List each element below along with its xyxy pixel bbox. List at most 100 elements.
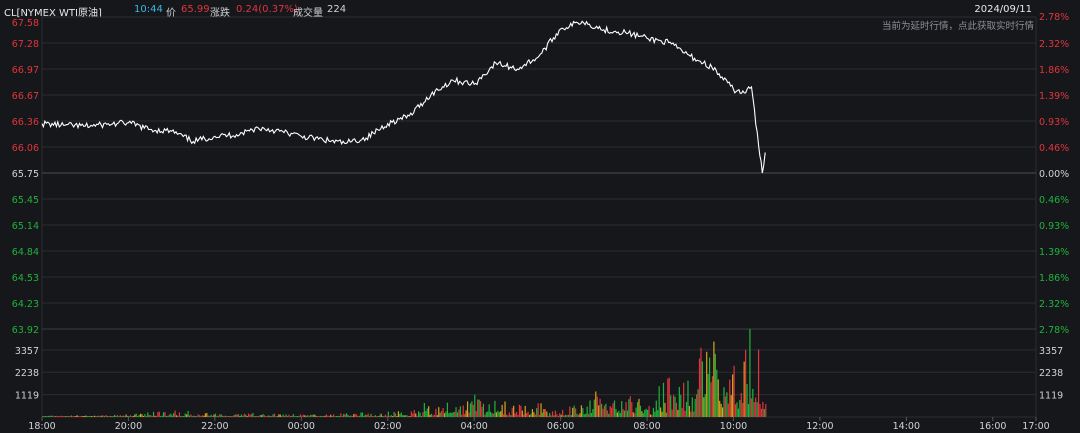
price-tick-label: 63.92 [12,325,39,336]
volume-bar [255,416,257,417]
volume-bar [317,416,319,417]
volume-bar [65,416,67,417]
volume-bar [760,408,763,417]
volume-bar [536,408,538,417]
volume-bar [413,410,415,417]
volume-bar [213,414,215,417]
volume-bar [654,411,656,417]
volume-bar [618,410,620,417]
volume-bar [600,403,603,417]
volume-bar [200,416,202,417]
volume-bar [325,414,327,417]
volume-bar [753,402,755,417]
volume-bar [625,402,627,417]
volume-bar [634,413,636,417]
volume-bar [425,411,427,417]
volume-bar [438,407,440,417]
volume-bar [214,413,217,417]
volume-bar [690,411,692,417]
volume-bar [422,412,424,417]
volume-bar [443,413,446,417]
volume-bar [384,414,387,417]
volume-bar [356,414,358,417]
volume-bar [611,407,613,417]
volume-bar [165,416,168,417]
volume-bar [181,415,183,417]
symbol-label: CL[NYMEX WTI原油] [4,8,102,19]
volume-bar [587,413,590,417]
volume-bar [392,416,394,417]
price-value: 65.99 [181,4,210,15]
volume-bar [126,416,129,417]
volume-bar [124,416,126,417]
volume-bar [320,415,322,417]
volume-bar [383,415,385,417]
volume-bar [681,408,683,417]
volume-bar [533,412,535,417]
volume-bar [279,414,281,417]
volume-bar [749,329,751,417]
volume-bar [119,415,121,417]
delay-notice-link[interactable]: 当前为延时行情，点此获取实时行情 [881,21,1034,32]
volume-bar [407,416,410,417]
volume-bar [194,416,196,417]
volume-bar [361,412,364,417]
volume-bar [729,379,731,417]
volume-bar [703,397,705,417]
volume-bar [684,410,686,417]
price-label: 价 [166,8,176,19]
volume-bar [364,414,366,417]
volume-bar [223,416,225,417]
volume-bar [351,416,353,417]
volume-bar [485,412,487,417]
volume-bar [377,416,379,417]
volume-bar [642,413,644,417]
volume-bar [672,395,675,417]
volume-bar [756,402,758,417]
volume-bar [567,414,570,417]
volume-bar [42,416,44,417]
price-tick-label: 67.58 [12,18,39,29]
volume-bar [605,403,607,417]
volume-bar [670,395,672,417]
volume-bar [138,414,140,417]
volume-bar [324,415,326,417]
volume-bar [430,413,433,417]
volume-bar [305,415,307,417]
volume-bar [459,406,461,417]
volume-bar [550,415,552,417]
volume-bar [471,401,473,417]
volume-bar [164,412,166,417]
volume-bar [697,389,699,417]
volume-bar [56,415,58,417]
volume-bar [69,416,71,417]
volume-bar [93,415,96,417]
volume-bar [662,382,665,417]
volume-bar [514,413,516,417]
volume-bar [469,403,472,417]
volume-bar [79,416,81,417]
volume-bar [674,396,676,417]
pct-tick-label: 2.78% [1039,325,1069,336]
volume-bar [488,404,490,417]
volume-bar [178,412,181,417]
volume-bar [678,386,680,417]
volume-bar [580,405,582,417]
volume-bar [348,416,351,417]
volume-bar [458,409,460,417]
volume-bar [275,416,277,417]
volume-bar [432,415,434,417]
volume-bar [96,415,98,417]
volume-bar [602,408,604,417]
volume-bar [671,409,673,417]
volume-bar [739,399,741,417]
x-tick-label: 08:00 [633,421,660,432]
volume-bar [151,416,153,417]
volume-bar [520,405,522,417]
volume-bar [173,413,175,417]
volume-bar [716,369,718,417]
volume-bar [750,398,752,417]
volume-bar [487,411,489,417]
volume-bar [90,416,93,417]
